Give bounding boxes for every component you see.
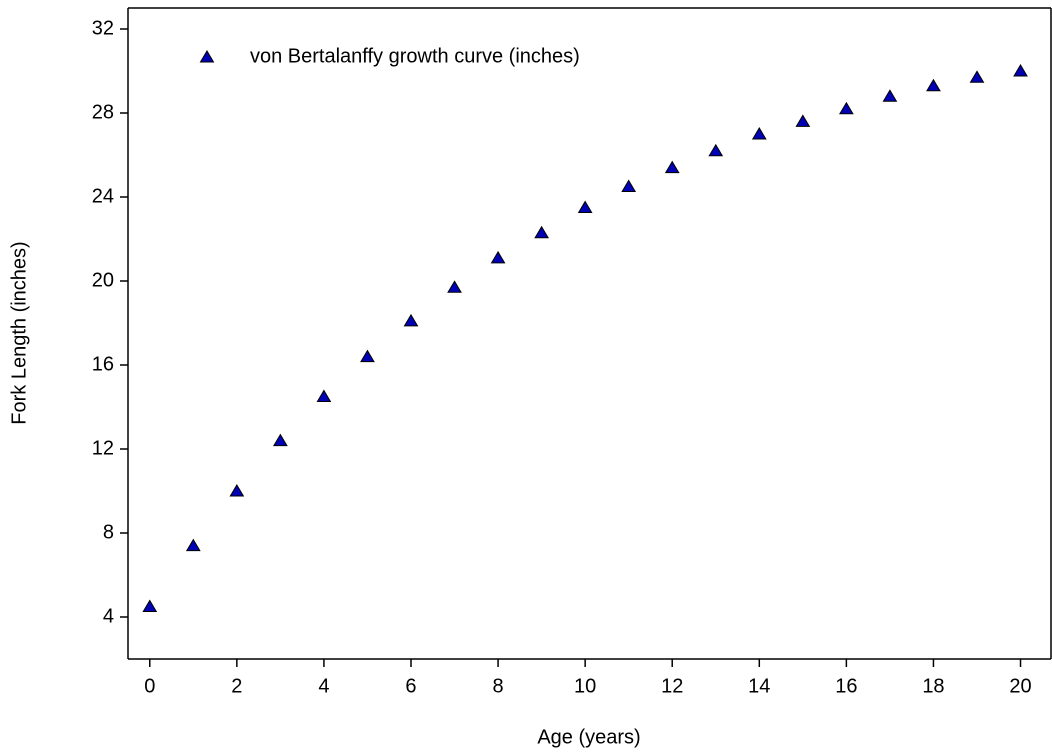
y-tick-label: 16 bbox=[92, 353, 114, 375]
x-tick-label: 16 bbox=[835, 675, 857, 697]
x-tick-label: 14 bbox=[748, 675, 770, 697]
x-tick-label: 8 bbox=[493, 675, 504, 697]
x-tick-label: 2 bbox=[231, 675, 242, 697]
point bbox=[1013, 64, 1028, 77]
point bbox=[926, 78, 941, 92]
point bbox=[447, 280, 462, 293]
point bbox=[185, 538, 201, 552]
x-tick-label: 6 bbox=[405, 675, 416, 697]
legend-marker bbox=[199, 50, 215, 63]
x-tick-label: 10 bbox=[574, 675, 596, 697]
legend-label: von Bertalanffy growth curve (inches) bbox=[250, 45, 580, 67]
point bbox=[751, 127, 767, 140]
point bbox=[969, 70, 985, 83]
x-tick-label: 0 bbox=[144, 675, 155, 697]
point bbox=[360, 349, 375, 363]
point bbox=[664, 160, 680, 174]
y-tick-label: 28 bbox=[92, 101, 114, 123]
y-tick-label: 24 bbox=[92, 185, 114, 207]
point bbox=[229, 484, 245, 497]
x-tick-label: 12 bbox=[661, 675, 683, 697]
point bbox=[708, 143, 724, 157]
y-tick-label: 4 bbox=[103, 605, 114, 627]
y-tick-label: 32 bbox=[92, 17, 114, 39]
point bbox=[882, 89, 898, 102]
point bbox=[577, 200, 593, 213]
point bbox=[534, 225, 549, 239]
point bbox=[316, 389, 332, 402]
point bbox=[142, 599, 158, 612]
point bbox=[795, 114, 811, 127]
x-tick-label: 18 bbox=[922, 675, 944, 697]
point bbox=[490, 250, 506, 264]
y-tick-label: 20 bbox=[92, 269, 114, 291]
x-tick-label: 4 bbox=[318, 675, 329, 697]
y-tick-label: 8 bbox=[103, 521, 114, 543]
point bbox=[403, 313, 419, 327]
y-tick-label: 12 bbox=[92, 437, 114, 459]
point bbox=[621, 179, 637, 192]
x-axis-label: Age (years) bbox=[537, 726, 640, 748]
point bbox=[273, 433, 288, 447]
point bbox=[838, 101, 854, 115]
y-axis-label: Fork Length (inches) bbox=[8, 241, 30, 424]
x-tick-label: 20 bbox=[1009, 675, 1031, 697]
